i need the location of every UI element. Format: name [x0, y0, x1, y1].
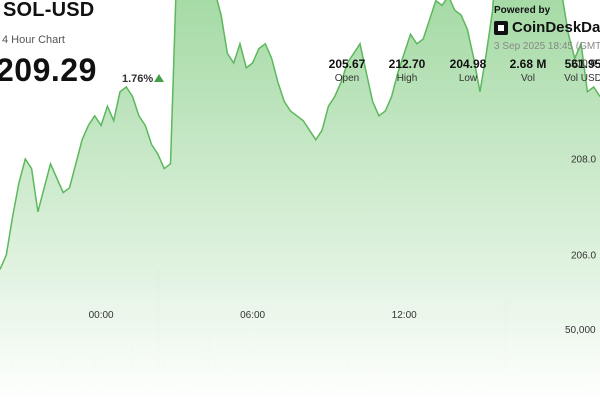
brand-name: CoinDeskData [512, 19, 600, 36]
chart-subtitle: 4 Hour Chart [2, 34, 65, 46]
stat-open: 205.67 Open [312, 57, 382, 84]
price-line [0, 0, 600, 270]
current-price: 209.29 [0, 52, 97, 88]
y-tick-label: 210.0 [571, 59, 596, 70]
x-axis-ticks: 00:00 06:00 12:00 [89, 310, 418, 321]
stat-vol: 2.68 M Vol [493, 57, 563, 84]
stat-value: 2.68 M [509, 57, 547, 71]
stat-value: 561.95 [564, 57, 600, 71]
up-arrow-icon [154, 74, 164, 82]
y-tick-label: 206.0 [571, 251, 596, 262]
stat-label: Vol USD [564, 73, 600, 84]
stat-vol-usd: 561.95 Vol USD [548, 57, 600, 84]
volume-tick-label: 50,000 [565, 325, 596, 336]
stat-label: Low [458, 73, 478, 84]
stat-high: 212.70 High [372, 57, 442, 84]
x-tick-label: 12:00 [392, 310, 417, 321]
stat-label: Open [334, 73, 360, 84]
price-change: 1.76% [122, 73, 154, 85]
stat-value: 204.98 [449, 57, 487, 71]
powered-by-label: Powered by [494, 5, 551, 16]
stat-low: 204.98 Low [433, 57, 503, 84]
coindesk-logo-icon [494, 20, 508, 35]
stat-value: 212.70 [388, 57, 426, 71]
y-tick-label: 208.0 [571, 155, 596, 166]
x-tick-label: 00:00 [89, 310, 114, 321]
stat-label: High [396, 73, 418, 84]
x-tick-label: 06:00 [240, 310, 265, 321]
timestamp: 3 Sep 2025 18:45 (GMT) [494, 41, 600, 52]
pair-title: SOL-USD [3, 0, 95, 21]
stat-label: Vol [521, 73, 535, 84]
brand-logo: CoinDeskData [494, 19, 600, 36]
stat-value: 205.67 [328, 57, 366, 71]
